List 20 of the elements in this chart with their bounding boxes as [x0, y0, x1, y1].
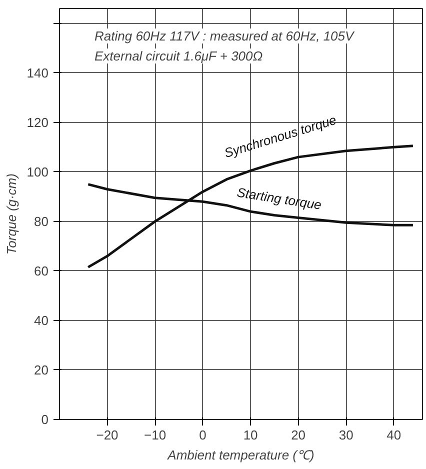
x-tick-label: 10 [243, 428, 258, 442]
x-tick-label: 40 [386, 428, 402, 442]
x-axis-title: Ambient temperature (℃) [166, 448, 314, 462]
y-tick-label: 0 [41, 412, 49, 427]
y-tick-label: 20 [34, 362, 49, 378]
x-tick-label: −20 [96, 428, 118, 442]
annotation: Rating 60Hz 117V : measured at 60Hz, 105V [94, 28, 356, 44]
y-axis-title: Torque (g·cm) [4, 173, 19, 255]
y-tick-label: 80 [34, 214, 49, 229]
annotation: External circuit 1.6μF + 300Ω [94, 48, 263, 64]
y-tick-label: 60 [34, 263, 49, 278]
x-tick-label: 30 [338, 428, 354, 442]
y-tick-label: 120 [26, 114, 49, 130]
x-tick-label: 20 [291, 428, 306, 442]
y-tick-label: 140 [26, 65, 49, 80]
y-tick-label: 40 [34, 312, 49, 328]
x-tick-label: 0 [199, 428, 206, 442]
text: Starting torque [236, 184, 322, 212]
x-tick-label: −10 [144, 428, 166, 442]
y-tick-label: 100 [26, 164, 49, 180]
